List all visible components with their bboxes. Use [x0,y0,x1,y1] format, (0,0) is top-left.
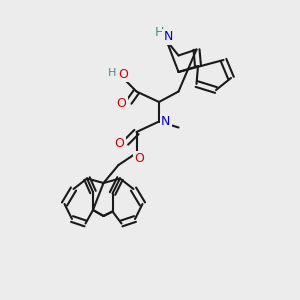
Text: H: H [108,68,116,78]
Text: O: O [115,136,124,150]
Text: O: O [135,152,144,165]
Text: H: H [154,26,164,40]
Text: O: O [117,97,126,110]
Text: N: N [163,30,173,44]
Text: N: N [161,115,170,128]
Text: O: O [118,68,128,81]
